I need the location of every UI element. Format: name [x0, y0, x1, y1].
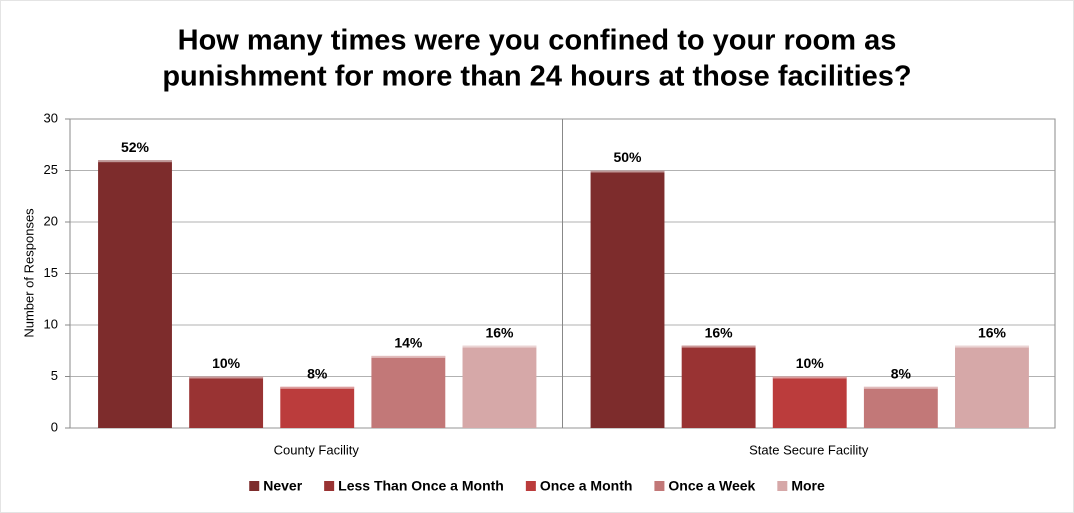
bar: [681, 345, 756, 428]
legend-swatch: [777, 481, 788, 491]
y-tick-label: 10: [44, 316, 58, 331]
legend-label: Less Than Once a Month: [338, 478, 504, 494]
data-label: 16%: [978, 324, 1007, 340]
legend-swatch: [324, 481, 335, 491]
legend-label: Once a Month: [540, 478, 633, 494]
data-label: 16%: [705, 324, 734, 340]
legend-swatch: [654, 481, 665, 491]
data-label: 50%: [613, 149, 642, 165]
y-tick-label: 30: [44, 110, 58, 125]
y-tick-label: 5: [51, 368, 58, 383]
chart-title-line: punishment for more than 24 hours at tho…: [162, 61, 911, 93]
x-tick-label: County Facility: [274, 442, 360, 457]
bar-top: [955, 345, 1029, 348]
data-label: 14%: [394, 335, 423, 351]
data-label: 10%: [796, 355, 825, 371]
data-label: 16%: [485, 324, 514, 340]
data-label: 10%: [212, 355, 241, 371]
bar-top: [590, 170, 665, 173]
bar-top: [280, 386, 355, 389]
bar-top: [98, 160, 172, 163]
legend-label: More: [791, 478, 825, 494]
y-tick-label: 15: [44, 265, 58, 280]
bar: [863, 386, 938, 428]
bar: [590, 170, 665, 428]
bar: [280, 386, 355, 428]
bar: [371, 355, 446, 428]
y-tick-label: 25: [44, 162, 58, 177]
legend-swatch: [249, 481, 260, 491]
legend-label: Never: [263, 478, 302, 494]
data-label: 8%: [307, 366, 328, 382]
legend-swatch: [525, 481, 536, 491]
bar-top: [863, 386, 938, 389]
bar: [98, 160, 172, 428]
bar-top: [371, 355, 446, 358]
chart-title-line: How many times were you confined to your…: [178, 25, 897, 57]
y-tick-label: 20: [44, 213, 58, 228]
data-label: 8%: [891, 366, 912, 382]
legend-label: Once a Week: [668, 478, 755, 494]
bar: [462, 345, 537, 428]
bar: [189, 376, 264, 428]
bar-top: [462, 345, 537, 348]
bar: [955, 345, 1029, 428]
bar: [772, 376, 847, 428]
bar-top: [772, 376, 847, 379]
y-axis-title: Number of Responses: [21, 208, 36, 338]
x-tick-label: State Secure Facility: [749, 442, 869, 457]
bar-top: [681, 345, 756, 348]
y-tick-label: 0: [51, 419, 58, 434]
bar-top: [189, 376, 264, 379]
data-label: 52%: [121, 139, 150, 155]
